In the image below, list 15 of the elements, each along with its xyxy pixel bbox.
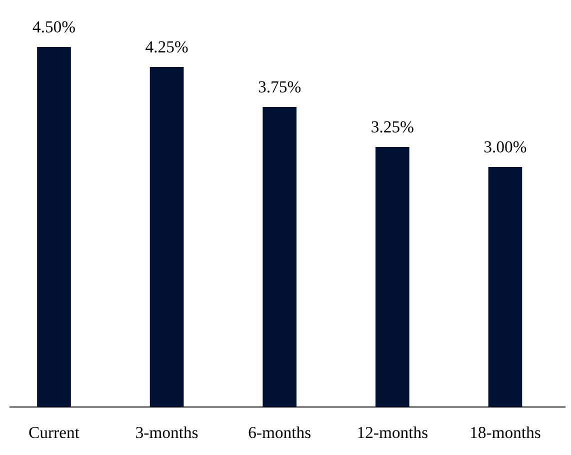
bar — [488, 167, 522, 407]
data-label: 3.25% — [372, 121, 414, 133]
data-label: 4.50% — [32, 21, 75, 33]
bar — [150, 67, 184, 407]
bar — [37, 47, 71, 407]
bar — [375, 147, 410, 407]
x-tick-label: 6-months — [248, 426, 310, 438]
data-label: 3.00% — [484, 141, 526, 153]
x-tick-label: Current — [29, 426, 80, 438]
x-tick-label: 18-months — [471, 426, 540, 438]
x-tick-label: 12-months — [358, 426, 428, 438]
x-tick-label: 3-months — [136, 426, 198, 438]
data-label: 3.75% — [258, 81, 301, 93]
data-label: 4.25% — [146, 41, 188, 53]
bar — [262, 107, 297, 407]
